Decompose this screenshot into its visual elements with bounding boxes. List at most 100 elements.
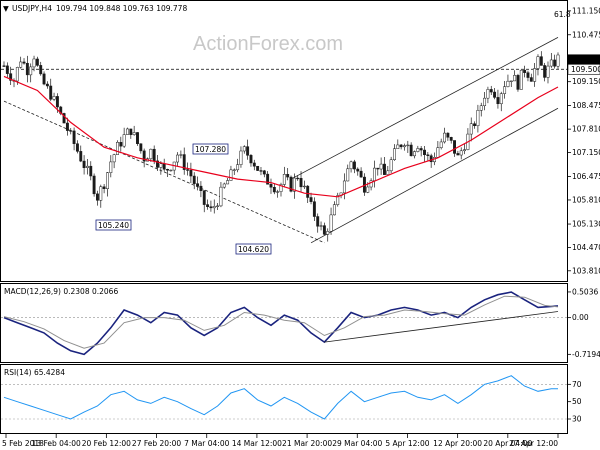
- price-tick-label: 106.475: [572, 172, 600, 181]
- time-tick-label: 27 Apr 12:00: [509, 439, 558, 448]
- trend-line-3: [310, 107, 559, 244]
- candle-body: [506, 80, 510, 87]
- candle-body: [489, 89, 493, 93]
- candle-body: [129, 128, 133, 135]
- fib-label: 61.8: [554, 10, 571, 19]
- candle-body: [256, 165, 260, 171]
- price-layer: 107.280 105.240 104.620: [1, 37, 567, 255]
- macd-layer: [1, 291, 567, 356]
- rsi-title: RSI(14) 65.4284: [4, 368, 65, 377]
- price-tick-label: 110.475: [572, 30, 600, 39]
- time-tick-label: 27 Feb 20:00: [132, 439, 181, 448]
- annotation-107.280: 107.280: [192, 143, 229, 155]
- candle-body: [539, 56, 543, 66]
- candle-body: [346, 168, 350, 182]
- rsi-layer: [1, 375, 567, 420]
- candle-body: [222, 183, 226, 188]
- candle-body: [276, 191, 280, 193]
- candle-body: [523, 69, 527, 73]
- candle-body: [119, 142, 123, 147]
- candle-body: [39, 65, 43, 75]
- candle-body: [219, 186, 223, 207]
- candle-body: [459, 150, 463, 156]
- candle-body: [463, 149, 467, 152]
- annotation-104.620: 104.620: [235, 243, 272, 255]
- candle-body: [396, 144, 400, 149]
- candle-body: [202, 190, 206, 205]
- candle-body: [192, 175, 196, 184]
- candle-body: [75, 143, 79, 152]
- candle-body: [282, 174, 286, 185]
- candle-body: [246, 146, 250, 156]
- candle-body: [416, 148, 420, 152]
- candle-body: [15, 67, 19, 82]
- price-tick-label: 104.470: [572, 243, 600, 252]
- candle-body: [206, 204, 210, 207]
- candle-body: [2, 65, 6, 67]
- price-tick-label: 105.130: [572, 220, 600, 229]
- candle-body: [216, 205, 220, 207]
- trend-line-2: [290, 37, 559, 180]
- candle-body: [312, 201, 316, 217]
- candle-body: [479, 105, 483, 111]
- candle-body: [279, 184, 283, 192]
- candle-body: [199, 185, 203, 191]
- candle-body: [55, 96, 59, 108]
- candle-body: [49, 85, 53, 100]
- candle-body: [42, 73, 46, 85]
- candle-body: [326, 231, 330, 235]
- candle-body: [376, 167, 380, 170]
- candle-body: [45, 83, 49, 87]
- candle-body: [252, 162, 256, 167]
- candle-body: [266, 173, 270, 185]
- candle-body: [546, 65, 550, 78]
- candle-body: [269, 184, 273, 188]
- header-arrow-icon: ▼: [3, 4, 9, 13]
- candle-body: [29, 66, 33, 76]
- candle-body: [399, 144, 403, 148]
- candle-body: [95, 193, 99, 201]
- candle-body: [503, 86, 507, 94]
- candle-body: [166, 169, 169, 171]
- candle-body: [52, 96, 56, 100]
- price-pane-border: [0, 0, 568, 282]
- candle-body: [356, 168, 360, 172]
- annotation-text: 104.620: [238, 245, 269, 254]
- candle-body: [116, 142, 119, 155]
- candle-body: [493, 91, 497, 98]
- rsi-series-line: [3, 375, 558, 420]
- candle-body: [336, 195, 340, 205]
- candle-body: [443, 132, 446, 143]
- candle-body: [159, 163, 163, 168]
- candle-body: [19, 61, 23, 68]
- candle-body: [189, 169, 193, 177]
- candle-body: [409, 144, 413, 157]
- candle-body: [389, 159, 393, 172]
- candle-body: [112, 154, 116, 163]
- candle-body: [406, 144, 410, 147]
- candle-body: [212, 206, 216, 209]
- candle-body: [436, 147, 440, 158]
- candle-body: [239, 150, 243, 165]
- rsi-pane-border: [0, 364, 568, 434]
- time-tick-label: 13 Feb 04:00: [32, 439, 81, 448]
- candle-body: [496, 97, 500, 105]
- candle-body: [149, 148, 153, 160]
- candle-body: [25, 62, 29, 76]
- candle-body: [226, 180, 230, 185]
- candle-body: [322, 225, 326, 235]
- annotation-box: [235, 243, 272, 255]
- candle-body: [232, 169, 236, 171]
- macd-series-signal: [3, 295, 559, 349]
- candle-body: [419, 148, 423, 151]
- level-price-tag: [567, 63, 600, 75]
- candle-body: [332, 204, 336, 216]
- macd-tick-label: 0.5036: [572, 287, 598, 296]
- macd-tick-label: 0.00: [572, 313, 589, 322]
- price-tick-label: 107.810: [572, 125, 600, 134]
- candle-body: [446, 132, 450, 138]
- time-tick-label: 14 Mar 12:00: [232, 439, 282, 448]
- time-tick-label: 20 Apr 04:00: [483, 439, 532, 448]
- candle-body: [533, 68, 537, 82]
